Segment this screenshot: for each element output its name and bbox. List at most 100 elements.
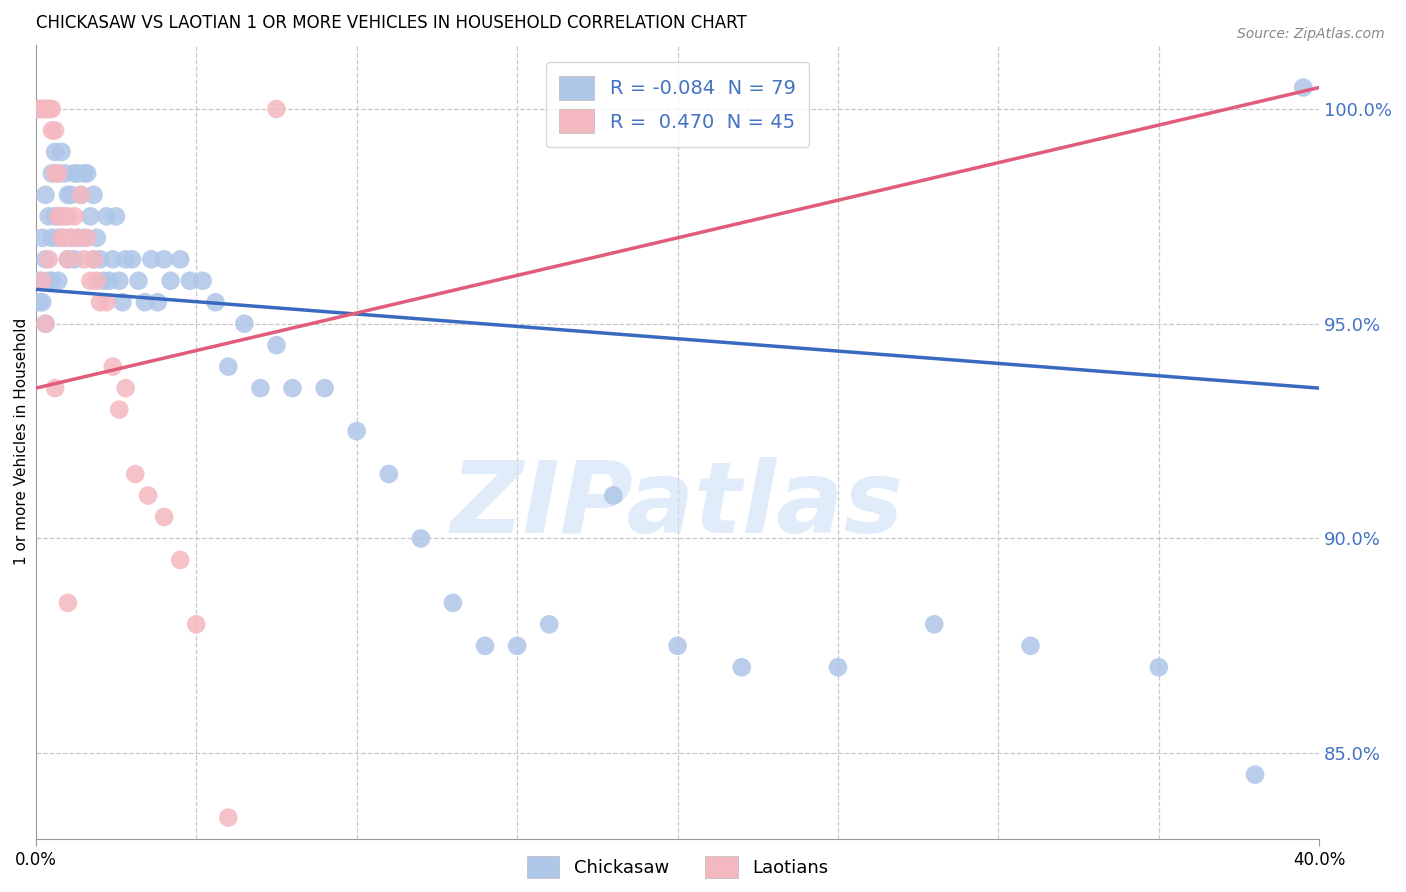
Point [44,145,66,159]
Point [153,510,176,524]
Text: CHICKASAW VS LAOTIAN 1 OR MORE VEHICLES IN HOUSEHOLD CORRELATION CHART: CHICKASAW VS LAOTIAN 1 OR MORE VEHICLES … [35,14,747,32]
Point [79,210,101,224]
Point [108,274,131,288]
Point [204,295,226,310]
Point [169,553,191,567]
Point [89,295,111,310]
Point [602,488,624,502]
Point [666,639,689,653]
Point [44,381,66,395]
Point [51,145,73,159]
Point [128,274,150,288]
Point [31,102,53,116]
Point [1147,660,1170,674]
Point [121,252,143,267]
Point [53,166,76,180]
Point [46,231,69,245]
Point [114,252,136,267]
Point [191,274,214,288]
Point [153,252,176,267]
Point [136,488,159,502]
Point [31,231,53,245]
Point [69,187,91,202]
Point [38,252,60,267]
Point [169,252,191,267]
Point [63,252,86,267]
Point [66,231,89,245]
Point [66,166,89,180]
Text: ZIPatlas: ZIPatlas [451,457,904,554]
Point [83,187,105,202]
Point [111,295,134,310]
Point [31,274,53,288]
Point [41,274,63,288]
Point [41,166,63,180]
Point [46,210,69,224]
Point [56,187,79,202]
Point [38,210,60,224]
Point [51,210,73,224]
Point [217,359,239,374]
Point [31,295,53,310]
Point [134,295,156,310]
Point [34,102,56,116]
Point [89,252,111,267]
Point [38,102,60,116]
Point [69,187,91,202]
Point [66,231,89,245]
Point [28,102,51,116]
Point [105,210,128,224]
Point [186,617,208,632]
Point [34,317,56,331]
Point [46,166,69,180]
Point [60,187,83,202]
Point [96,295,118,310]
Point [441,596,464,610]
Point [44,210,66,224]
Point [56,210,79,224]
Point [56,596,79,610]
Point [44,166,66,180]
Point [146,295,169,310]
Point [34,102,56,116]
Point [53,210,76,224]
Point [124,467,146,481]
Point [51,231,73,245]
Point [28,102,51,116]
Point [217,811,239,825]
Legend: Chickasaw, Laotians: Chickasaw, Laotians [520,849,835,886]
Point [51,231,73,245]
Point [314,381,336,395]
Point [79,274,101,288]
Point [76,231,98,245]
Text: Source: ZipAtlas.com: Source: ZipAtlas.com [1237,27,1385,41]
Point [346,424,368,438]
Point [38,102,60,116]
Point [28,295,51,310]
Point [91,274,114,288]
Point [827,660,849,674]
Point [46,166,69,180]
Point [63,166,86,180]
Y-axis label: 1 or more Vehicles in Household: 1 or more Vehicles in Household [14,318,30,566]
Point [101,252,124,267]
Point [38,274,60,288]
Point [76,166,98,180]
Point [233,317,256,331]
Point [86,274,108,288]
Point [114,381,136,395]
Point [266,102,288,116]
Point [506,639,529,653]
Point [73,166,96,180]
Point [731,660,754,674]
Point [83,252,105,267]
Point [56,252,79,267]
Point [41,231,63,245]
Point [73,231,96,245]
Point [44,123,66,137]
Point [83,252,105,267]
Point [41,123,63,137]
Point [249,381,271,395]
Point [108,402,131,417]
Point [31,102,53,116]
